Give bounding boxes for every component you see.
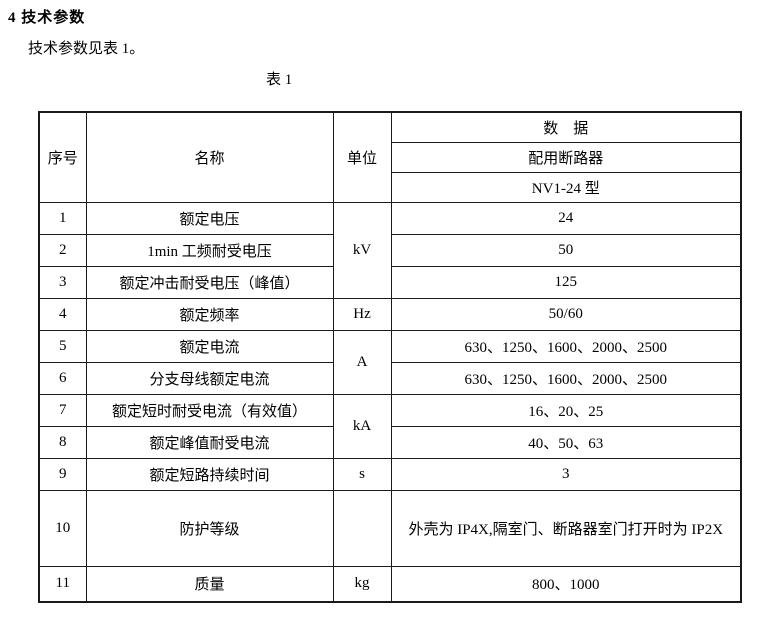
row-name: 额定频率 [85,297,334,331]
col-header-model: NV1-24 型 [390,171,742,203]
row-name: 额定电压 [85,201,334,235]
table-row: 10 防护等级 外壳为 IP4X,隔室门、断路器室门打开时为 IP2X [38,489,742,567]
row-value: 125 [390,265,742,299]
intro-text: 技术参数见表 1。 [28,41,145,57]
row-no: 8 [38,425,87,459]
row-value: 50 [390,233,742,267]
row-unit: kA [332,393,392,459]
table-row: 6 分支母线额定电流 630、1250、1600、2000、2500 [38,361,742,395]
row-name: 质量 [85,565,334,603]
row-no: 4 [38,297,87,331]
row-unit: A [332,329,392,395]
row-no: 2 [38,233,87,267]
col-header-unit: 单位 [332,111,392,203]
table-row: 11 质量 kg 800、1000 [38,565,742,603]
table-row: 5 额定电流 A 630、1250、1600、2000、2500 [38,329,742,395]
row-no: 11 [38,565,87,603]
row-no: 5 [38,329,87,363]
row-value: 24 [390,201,742,235]
col-header-breaker: 配用断路器 [390,141,742,173]
header-row-1: 序号 名称 单位 数 据 [38,111,742,203]
row-name: 1min 工频耐受电压 [85,233,334,267]
row-value: 800、1000 [390,565,742,603]
row-no: 3 [38,265,87,299]
col-header-name: 名称 [85,111,334,203]
row-name: 额定短时耐受电流（有效值） [85,393,334,427]
row-unit [332,489,392,567]
col-header-data: 数 据 [390,111,742,143]
row-value: 50/60 [390,297,742,331]
row-name: 额定短路持续时间 [85,457,334,491]
table-row: 7 额定短时耐受电流（有效值） kA 16、20、25 [38,393,742,459]
col-header-no: 序号 [38,111,87,203]
row-name: 分支母线额定电流 [85,361,334,395]
row-value: 630、1250、1600、2000、2500 [390,361,742,395]
section-heading: 4 技术参数 [8,10,86,26]
table-caption: 表 1 [266,72,293,88]
header-row-3: NV1-24 型 [39,171,742,203]
row-no: 6 [38,361,87,395]
table-row: 3 额定冲击耐受电压（峰值） 125 [38,265,742,299]
row-value: 外壳为 IP4X,隔室门、断路器室门打开时为 IP2X [390,489,742,567]
row-name: 额定冲击耐受电压（峰值） [85,265,334,299]
table-row: 4 额定频率 Hz 50/60 [38,297,742,331]
row-name: 额定电流 [85,329,334,363]
row-unit: s [332,457,392,491]
row-no: 9 [38,457,87,491]
table-row: 9 额定短路持续时间 s 3 [38,457,742,491]
spec-table: 序号 名称 单位 数 据 配用断路器 NV1-24 型 1 额定电压 kV 24… [38,111,742,603]
row-value: 16、20、25 [390,393,742,427]
table-row: 1 额定电压 kV 24 [38,201,742,299]
row-name: 防护等级 [85,489,334,567]
row-unit: Hz [332,297,392,331]
row-no: 1 [38,201,87,235]
header-row-2: 配用断路器 [39,141,742,173]
table-row: 8 额定峰值耐受电流 40、50、63 [38,425,742,459]
row-value: 630、1250、1600、2000、2500 [390,329,742,363]
row-no: 10 [38,489,87,567]
row-unit: kV [332,201,392,299]
row-name: 额定峰值耐受电流 [85,425,334,459]
row-unit: kg [332,565,392,603]
row-value: 3 [390,457,742,491]
row-no: 7 [38,393,87,427]
row-value: 40、50、63 [390,425,742,459]
